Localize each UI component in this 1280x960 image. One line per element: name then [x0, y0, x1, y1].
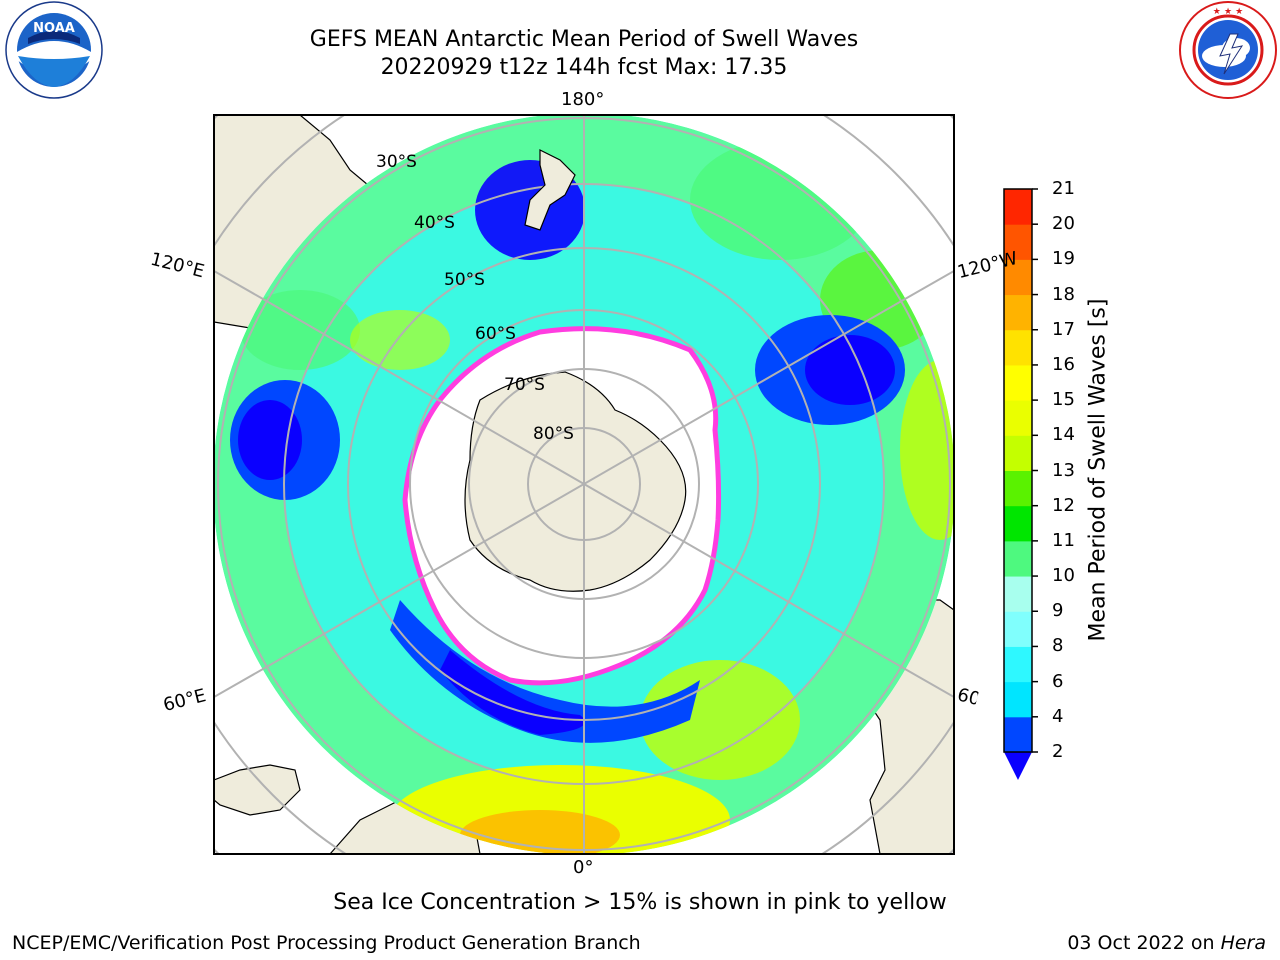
antarctica-land	[464, 371, 687, 592]
svg-text:NOAA: NOAA	[33, 21, 75, 36]
colorbar-tick-label: 8	[1052, 635, 1064, 657]
colorbar-segment	[1004, 364, 1032, 401]
noaa-logo-icon: NOAA	[5, 1, 103, 99]
lat-label-60s: 60°S	[475, 324, 516, 344]
sea-ice-note: Sea Ice Concentration > 15% is shown in …	[333, 890, 947, 915]
footer-credit: NCEP/EMC/Verification Post Processing Pr…	[12, 932, 641, 954]
footer-date: 03 Oct 2022 on Hera	[1067, 932, 1266, 954]
footer-host: Hera	[1220, 932, 1266, 954]
colorbar-label: Mean Period of Swell Waves [s]	[1085, 298, 1111, 642]
lat-label-40s: 40°S	[414, 213, 455, 233]
colorbar-segment	[1004, 681, 1032, 718]
colorbar-segment	[1004, 259, 1032, 296]
colorbar-tick-label: 6	[1052, 670, 1064, 692]
colorbar-tick-label: 9	[1052, 600, 1064, 622]
colorbar-tick-label: 15	[1052, 389, 1075, 411]
colorbar-tick-label: 10	[1052, 565, 1075, 587]
colorbar-tick-label: 21	[1052, 178, 1075, 199]
colorbar-segment	[1004, 505, 1032, 542]
colorbar-under-triangle	[1004, 752, 1032, 780]
colorbar-tick-label: 11	[1052, 529, 1075, 551]
colorbar-segment	[1004, 224, 1032, 260]
colorbar-tick-label: 17	[1052, 318, 1075, 340]
lat-label-80s: 80°S	[533, 424, 574, 444]
colorbar-segment	[1004, 400, 1032, 436]
lat-label-50s: 50°S	[444, 270, 485, 290]
colorbar-tick-label: 12	[1052, 494, 1075, 516]
colorbar-segment	[1004, 329, 1032, 366]
colorbar-segment	[1004, 470, 1032, 507]
colorbar-segment	[1004, 294, 1032, 331]
colorbar-tick-label: 20	[1052, 213, 1075, 235]
colorbar-segment	[1004, 611, 1032, 647]
colorbar-segment	[1004, 576, 1032, 612]
lat-label-30s: 30°S	[376, 152, 417, 172]
colorbar-segment	[1004, 435, 1032, 471]
colorbar-segment	[1004, 716, 1032, 753]
svg-text:★ ★ ★: ★ ★ ★	[1213, 7, 1243, 17]
colorbar-tick-label: 18	[1052, 283, 1075, 305]
colorbar-segment	[1004, 646, 1032, 683]
colorbar-tick-label: 16	[1052, 353, 1075, 375]
map-frame	[213, 114, 955, 855]
new-zealand-land	[524, 149, 576, 231]
colorbar-tick-label: 4	[1052, 705, 1064, 727]
colorbar-tick-label: 13	[1052, 459, 1075, 481]
nws-logo-icon: ★ ★ ★	[1179, 1, 1277, 99]
colorbar-tick-label: 14	[1052, 424, 1075, 446]
lon-label-0: 0°	[573, 857, 594, 878]
lat-label-70s: 70°S	[504, 375, 545, 395]
chart-subtitle: 20220929 t12z 144h fcst Max: 17.35	[380, 55, 788, 80]
colorbar-segment	[1004, 189, 1032, 225]
colorbar-tick-label: 2	[1052, 741, 1064, 762]
colorbar-tick-label: 19	[1052, 248, 1075, 270]
madagascar-land	[214, 764, 301, 816]
colorbar	[1003, 188, 1038, 780]
chart-title: GEFS MEAN Antarctic Mean Period of Swell…	[309, 27, 859, 52]
colorbar-segment	[1004, 540, 1032, 577]
lon-label-180: 180°	[561, 89, 605, 110]
